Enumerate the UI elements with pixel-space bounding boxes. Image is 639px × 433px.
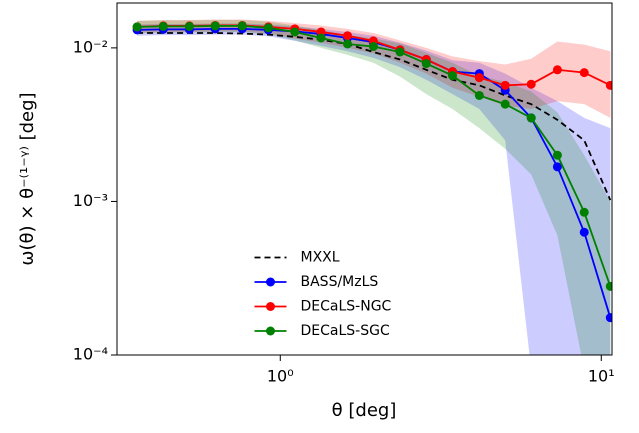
legend-marker (266, 302, 275, 311)
data-point (579, 207, 589, 217)
data-point (500, 80, 510, 90)
legend-label: BASS/MzLS (301, 274, 379, 290)
data-point (132, 22, 142, 32)
data-point (368, 42, 378, 52)
legend-label: DECaLS-NGC (301, 299, 392, 315)
x-axis-label: θ [deg] (332, 400, 397, 421)
plot-area (132, 19, 612, 355)
data-point (552, 162, 562, 172)
y-tick-label: 10⁻⁴ (73, 345, 108, 364)
data-point (579, 227, 589, 237)
x-tick-label: 10⁰ (267, 367, 294, 386)
data-point (605, 281, 612, 291)
legend-marker (266, 326, 275, 336)
data-point (184, 21, 194, 31)
series-line (137, 32, 612, 201)
legend-marker (266, 277, 275, 287)
axes-frame (116, 2, 613, 356)
data-point (158, 21, 168, 31)
error-band (137, 19, 611, 355)
data-point (500, 99, 510, 109)
data-point (526, 113, 536, 123)
data-point (343, 31, 353, 41)
data-point (605, 313, 612, 323)
data-point (474, 90, 484, 100)
data-point (474, 73, 484, 83)
data-point (316, 33, 326, 43)
data-point (526, 79, 536, 89)
data-point (290, 27, 300, 37)
error-band (137, 23, 611, 355)
data-point (552, 65, 562, 75)
data-point (448, 71, 458, 81)
data-point (237, 21, 247, 31)
data-point (395, 47, 405, 57)
legend-label: MXXL (301, 250, 340, 266)
y-tick-label: 10⁻² (73, 37, 108, 56)
y-axis-label: ω(θ) × θ⁻⁽¹⁻ᵞ⁾ [deg] (17, 92, 38, 265)
data-point (605, 80, 612, 90)
data-point (421, 59, 431, 69)
data-point (263, 23, 273, 33)
x-tick-label: 10¹ (588, 367, 615, 386)
data-point (210, 21, 220, 31)
legend-label: DECaLS-SGC (301, 323, 390, 339)
error-band (137, 19, 611, 118)
data-point (579, 68, 589, 78)
y-tick-label: 10⁻³ (73, 191, 108, 210)
data-point (552, 150, 562, 160)
data-point (343, 39, 353, 49)
